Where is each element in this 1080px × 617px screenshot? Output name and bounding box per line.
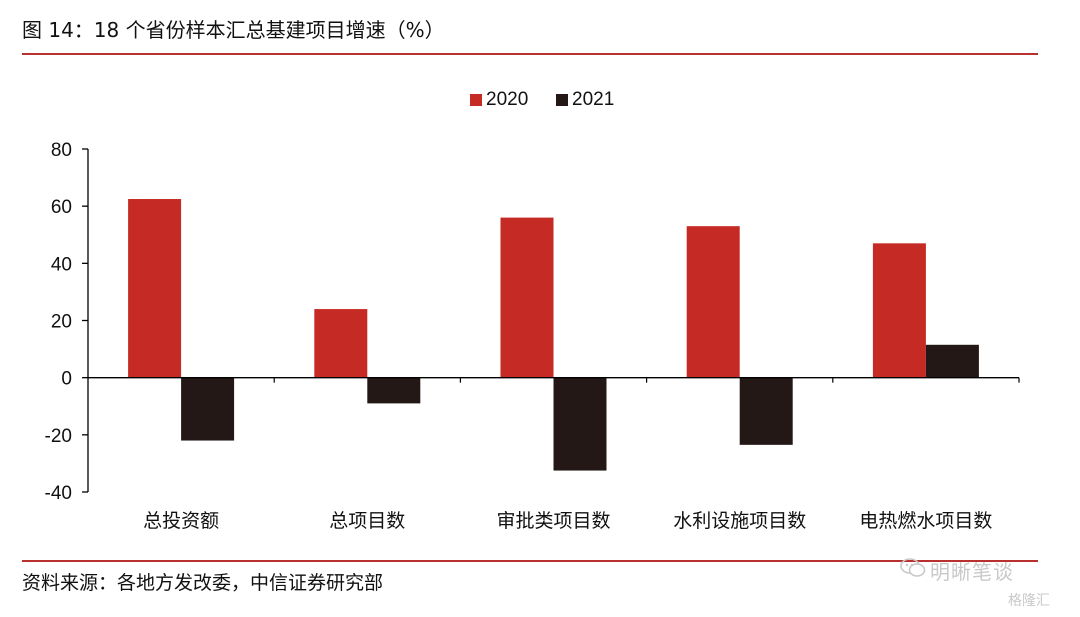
top-divider bbox=[22, 53, 1038, 55]
wechat-icon bbox=[900, 557, 926, 584]
legend-label-2020: 2020 bbox=[486, 89, 528, 110]
bar-2021-1 bbox=[367, 377, 421, 404]
y-tick-label: 60 bbox=[51, 197, 72, 218]
y-tick-label: -20 bbox=[45, 426, 72, 447]
legend-swatch-2021 bbox=[556, 94, 568, 106]
bar-2020-2 bbox=[500, 217, 554, 378]
x-category-label: 水利设施项目数 bbox=[673, 510, 806, 532]
watermark-brand: 明晰笔谈 bbox=[900, 556, 1014, 585]
x-category-label: 电热燃水项目数 bbox=[859, 510, 992, 532]
source-note: 资料来源：各地方发改委，中信证券研究部 bbox=[22, 572, 384, 594]
chart-title: 图 14：18 个省份样本汇总基建项目增速（%） bbox=[22, 18, 445, 42]
y-tick-label: 80 bbox=[51, 140, 72, 161]
x-category-label: 总投资额 bbox=[143, 510, 219, 532]
bar-2020-0 bbox=[128, 199, 182, 378]
legend-swatch-2020 bbox=[470, 94, 482, 106]
y-tick-label: 0 bbox=[61, 369, 72, 390]
watermark-sub: 格隆汇 bbox=[1008, 593, 1050, 609]
y-tick-label: 20 bbox=[51, 312, 72, 333]
bar-2021-4 bbox=[925, 344, 979, 378]
bottom-divider bbox=[22, 560, 1038, 562]
bar-2021-0 bbox=[181, 377, 235, 441]
bar-2020-4 bbox=[872, 243, 926, 378]
bar-2021-3 bbox=[739, 377, 793, 445]
bar-2020-3 bbox=[686, 226, 740, 378]
bar-2021-2 bbox=[553, 377, 607, 471]
y-tick-label: 40 bbox=[51, 254, 72, 275]
x-category-label: 审批类项目数 bbox=[496, 510, 610, 532]
bar-chart: 80 60 40 20 0 -20 -40 总投资额 总项目数 审批类项目数 水利设施项目数 电热燃水… bbox=[45, 89, 1020, 532]
bar-2020-1 bbox=[314, 309, 368, 378]
watermark: 明晰笔谈 格隆汇 bbox=[900, 554, 1070, 612]
legend-label-2021: 2021 bbox=[572, 89, 614, 110]
y-tick-label: -40 bbox=[45, 483, 72, 504]
x-category-label: 总项目数 bbox=[329, 510, 405, 532]
